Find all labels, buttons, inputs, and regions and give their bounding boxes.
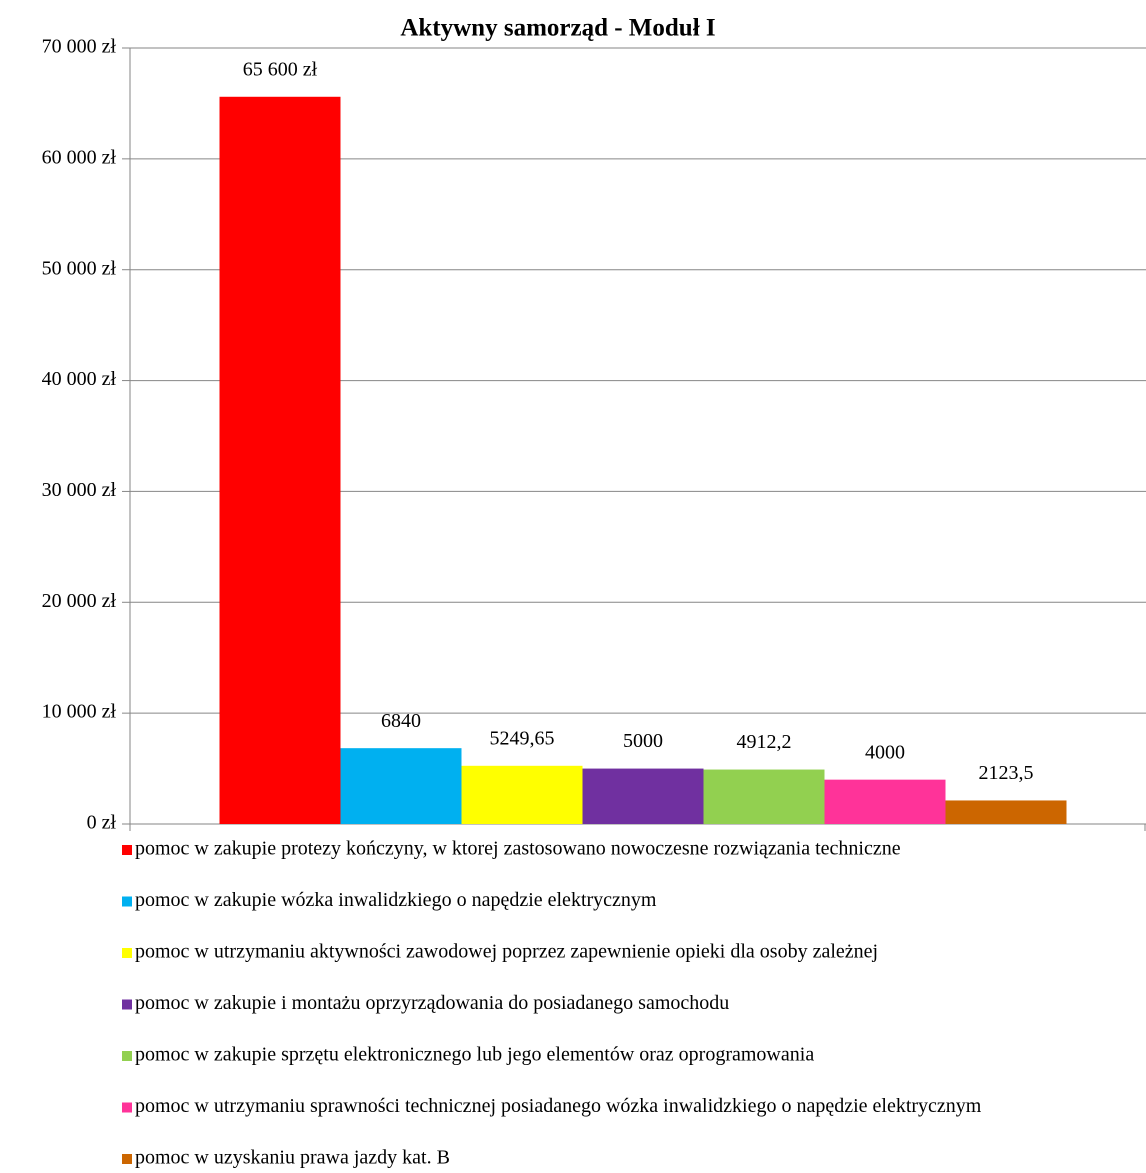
legend-swatch	[122, 896, 132, 907]
bar	[219, 96, 341, 824]
legend-label: pomoc w utrzymaniu aktywności zawodowej …	[135, 941, 878, 963]
legend-swatch	[122, 1102, 132, 1113]
data-label: 4912,2	[737, 731, 792, 753]
data-label: 65 600 zł	[243, 58, 318, 80]
y-tick-label: 70 000 zł	[42, 36, 117, 58]
chart-title: Aktywny samorząd - Moduł I	[400, 15, 715, 42]
legend-label: pomoc w zakupie wózka inwalidzkiego o na…	[135, 889, 657, 911]
y-tick-label: 30 000 zł	[42, 479, 117, 501]
bar	[945, 800, 1067, 824]
y-tick-label: 60 000 zł	[42, 146, 117, 168]
legend-label: pomoc w zakupie sprzętu elektronicznego …	[135, 1044, 814, 1066]
bar	[824, 779, 946, 824]
data-label: 6840	[381, 710, 421, 732]
bar	[340, 748, 462, 824]
bar	[703, 769, 825, 824]
y-tick-label: 0 zł	[87, 812, 117, 834]
data-label: 5000	[623, 730, 663, 752]
legend-label: pomoc w zakupie protezy kończyny, w ktor…	[135, 838, 901, 860]
legend-swatch	[122, 948, 132, 958]
legend-label: pomoc w zakupie i montażu oprzyrządowani…	[135, 992, 729, 1014]
legend-swatch	[122, 1154, 132, 1164]
bar	[582, 768, 704, 824]
legend-swatch	[122, 999, 132, 1010]
legend-swatch	[122, 1051, 132, 1061]
data-label: 4000	[865, 741, 905, 763]
legend-label: pomoc w utrzymaniu sprawności techniczne…	[135, 1095, 982, 1117]
y-tick-label: 20 000 zł	[42, 590, 117, 612]
y-tick-label: 50 000 zł	[42, 257, 117, 279]
data-label: 2123,5	[979, 762, 1034, 784]
legend-label: pomoc w uzyskaniu prawa jazdy kat. B	[135, 1147, 450, 1169]
bar	[461, 765, 583, 824]
y-tick-label: 40 000 zł	[42, 368, 117, 390]
legend-swatch	[122, 845, 132, 855]
data-label: 5249,65	[490, 727, 555, 749]
y-tick-label: 10 000 zł	[42, 701, 117, 723]
